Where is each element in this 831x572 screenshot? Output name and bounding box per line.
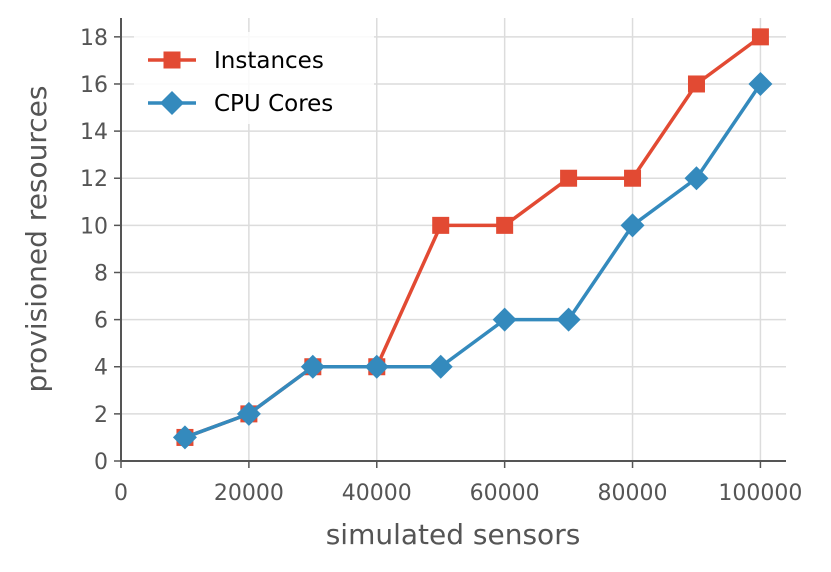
x-tick-label: 40000 [342, 481, 412, 506]
y-tick-label: 16 [80, 73, 108, 98]
y-tick-label: 6 [94, 309, 108, 334]
data-point-instances [624, 169, 642, 187]
y-tick-label: 14 [80, 120, 108, 145]
legend: Instances CPU Cores [134, 32, 374, 124]
grid-lines [121, 18, 786, 461]
series-cpu-cores [172, 71, 773, 450]
data-point-instances [687, 75, 705, 93]
legend-label-cpu-cores: CPU Cores [214, 91, 333, 117]
x-tick-label: 20000 [214, 481, 284, 506]
axes [120, 18, 786, 462]
data-point-cpu-cores [620, 213, 645, 238]
data-point-cpu-cores [684, 166, 709, 191]
y-tick-label: 8 [94, 261, 108, 286]
data-point-instances [496, 216, 514, 234]
y-tick-label: 18 [80, 26, 108, 51]
y-tick-label: 10 [80, 214, 108, 239]
data-point-instances [432, 216, 450, 234]
legend-marker-instances [163, 51, 181, 69]
data-point-cpu-cores [236, 401, 261, 426]
x-tick-label: 0 [114, 481, 128, 506]
data-point-cpu-cores [172, 425, 197, 450]
legend-marker-cpu-cores [160, 91, 184, 115]
x-tick-label: 100000 [718, 481, 802, 506]
y-tick-label: 12 [80, 167, 108, 192]
data-point-cpu-cores [300, 354, 325, 379]
x-tick-label: 60000 [470, 481, 540, 506]
x-axis-label: simulated sensors [326, 518, 581, 551]
data-point-cpu-cores [748, 71, 773, 96]
x-tick-label: 80000 [598, 481, 668, 506]
data-point-instances [560, 169, 578, 187]
y-axis-label: provisioned resources [20, 86, 53, 393]
data-point-cpu-cores [556, 307, 581, 332]
legend-label-instances: Instances [214, 48, 324, 74]
data-point-instances [751, 28, 769, 46]
y-tick-label: 2 [94, 403, 108, 428]
series-line-cpu-cores [184, 82, 762, 440]
data-point-cpu-cores [428, 354, 453, 379]
series-layer [172, 28, 773, 450]
data-point-cpu-cores [492, 307, 517, 332]
y-tick-label: 4 [94, 356, 108, 381]
ticks: 0 20000 40000 60000 80000 100000 0 2 4 6 8 10 12 14 16… [80, 26, 802, 506]
y-tick-label: 0 [94, 450, 108, 475]
data-point-cpu-cores [364, 354, 389, 379]
